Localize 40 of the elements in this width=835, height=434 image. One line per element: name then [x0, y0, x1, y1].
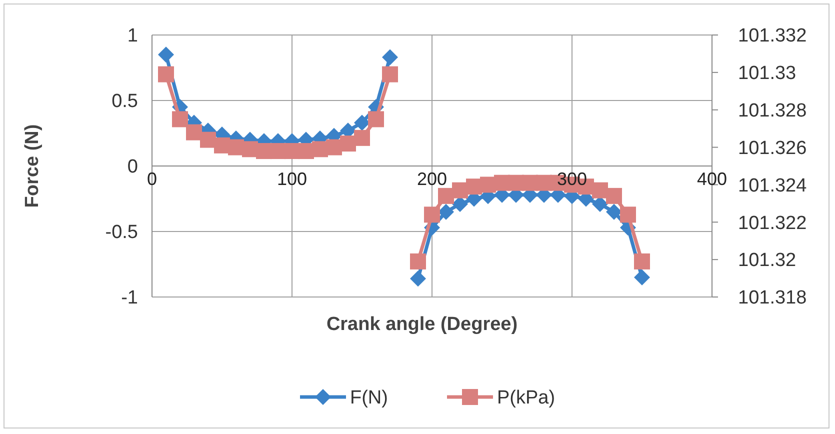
y-tick-label: 0.5: [112, 91, 138, 112]
y2-tick-label: 101.326: [738, 138, 807, 159]
legend-label: P(kPa): [497, 388, 556, 409]
y2-tick-label: 101.324: [738, 175, 808, 196]
y2-tick-label: 101.318: [738, 288, 807, 309]
y-tick-label: 1: [127, 26, 138, 47]
point: [354, 130, 370, 146]
x-tick-label: 200: [416, 169, 448, 189]
y2-tick-label: 101.328: [738, 100, 807, 122]
point: [438, 188, 454, 204]
point: [354, 114, 370, 131]
y2-tick-label: 101.32: [738, 250, 796, 272]
point: [172, 111, 188, 128]
y-axis-title: Force (N): [22, 124, 43, 208]
y2-tick-label: 101.332: [738, 26, 807, 47]
y2-tick-label: 101.33: [738, 63, 796, 84]
x-tick-label: 100: [276, 169, 308, 189]
point: [634, 253, 650, 270]
point: [424, 206, 440, 223]
x-tick-label: 400: [696, 169, 728, 189]
point: [606, 204, 622, 220]
x-axis-title: Crank angle (Degree): [326, 314, 518, 335]
y-tick-label: -0.5: [105, 222, 138, 244]
point: [606, 188, 622, 204]
point: [158, 46, 174, 63]
point: [410, 253, 426, 270]
point: [368, 111, 384, 128]
point: [382, 49, 398, 66]
point: [158, 66, 174, 82]
point: [200, 132, 216, 148]
point: [382, 66, 398, 82]
point: [410, 270, 426, 287]
point: [620, 206, 636, 223]
point: [186, 124, 202, 140]
point: [634, 269, 650, 286]
x-tick-label: 0: [146, 169, 158, 189]
y-tick-label: -1: [121, 288, 138, 309]
legend-label: F(N): [350, 388, 388, 409]
y2-tick-label: 101.322: [738, 212, 807, 234]
point: [438, 204, 454, 220]
